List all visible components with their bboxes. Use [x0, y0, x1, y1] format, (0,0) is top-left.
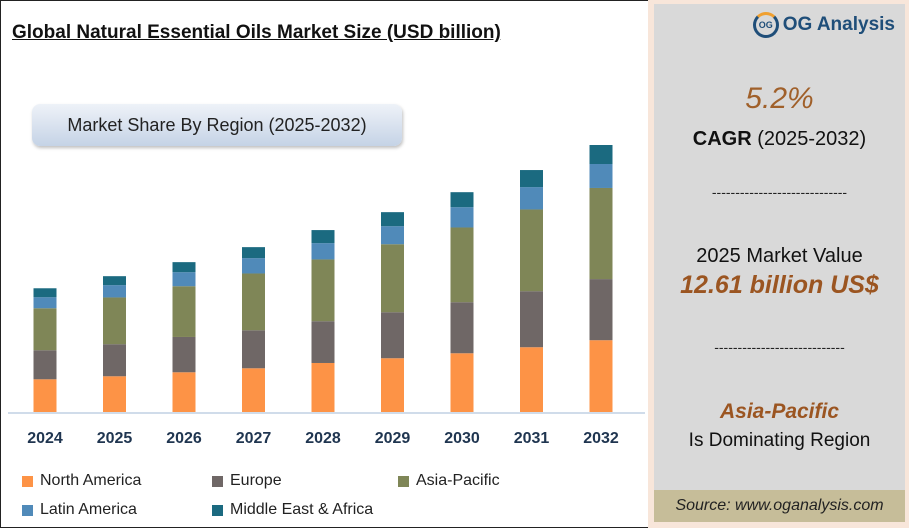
bar-asia-pacific-2029 [381, 244, 404, 313]
bar-north-america-2026 [172, 372, 196, 412]
stacked-bar-chart: 2024 2025 2026 2027 2028 2029 2030 2031 2032 [8, 145, 645, 447]
legend-swatch [212, 504, 223, 516]
bar-middle-east-africa-2031 [520, 170, 543, 188]
bar-asia-pacific-2028 [311, 259, 335, 322]
region-share-badge: Market Share By Region (2025-2032) [32, 104, 402, 146]
x-tick-label: 2032 [583, 430, 619, 447]
divider: ---------------------------- [714, 339, 845, 355]
bar-latin-america-2027 [242, 258, 265, 274]
x-tick-label: 2028 [305, 430, 341, 447]
legend-label: Latin America [40, 501, 137, 518]
bar-asia-pacific-2027 [242, 273, 265, 331]
bar-middle-east-africa-2027 [242, 247, 265, 259]
bar-latin-america-2026 [172, 272, 196, 287]
source-text: Source: www.oganalysis.com [654, 490, 905, 522]
x-tick-label: 2024 [27, 430, 63, 447]
x-tick-label: 2027 [236, 430, 272, 447]
bar-europe-2026 [172, 336, 196, 373]
bar-europe-2030 [450, 302, 474, 354]
bar-latin-america-2029 [381, 226, 404, 245]
bar-north-america-2031 [520, 347, 543, 412]
x-tick-label: 2029 [375, 430, 411, 447]
chart-title: Global Natural Essential Oils Market Siz… [12, 22, 501, 43]
bar-north-america-2028 [311, 362, 335, 412]
x-tick-label: 2026 [166, 430, 202, 447]
bar-asia-pacific-2030 [450, 227, 474, 303]
x-tick-label: 2030 [444, 430, 480, 447]
legend-item: Latin America [22, 501, 137, 519]
bar-middle-east-africa-2026 [172, 262, 196, 273]
bar-north-america-2025 [103, 376, 126, 412]
market-value: 12.61 billion US$ [680, 271, 879, 299]
dominating-region-label: Is Dominating Region [688, 430, 871, 451]
legend-item: Asia-Pacific [398, 472, 500, 490]
bar-asia-pacific-2024 [33, 308, 57, 351]
bar-europe-2032 [589, 279, 613, 341]
legend-item: Middle East & Africa [212, 501, 373, 519]
bar-asia-pacific-2032 [589, 187, 613, 280]
legend-swatch [22, 504, 33, 516]
bar-middle-east-africa-2029 [381, 212, 404, 227]
logo-text: OG Analysis [782, 14, 895, 35]
cagr-label-bold: CAGR [692, 128, 752, 150]
dominating-region: Asia-Pacific [719, 400, 840, 423]
bar-latin-america-2030 [450, 207, 474, 228]
logo-mark-icon: OG [752, 12, 779, 38]
bar-europe-2031 [520, 291, 543, 348]
divider: ----------------------------- [711, 184, 848, 200]
bar-middle-east-africa-2025 [103, 276, 126, 286]
bar-middle-east-africa-2024 [33, 288, 57, 298]
legend-label: North America [40, 472, 142, 489]
bar-europe-2029 [381, 312, 404, 359]
side-panel: OG OG Analysis 5.2% CAGR (2025-2032) ---… [654, 4, 905, 522]
legend-label: Europe [230, 472, 282, 489]
cagr-label: CAGR (2025-2032) [654, 128, 905, 151]
bar-europe-2025 [103, 344, 126, 377]
bar-north-america-2027 [242, 368, 265, 412]
legend-label: Middle East & Africa [230, 501, 374, 518]
bar-latin-america-2032 [589, 164, 613, 188]
bar-asia-pacific-2031 [520, 209, 543, 292]
bar-europe-2027 [242, 330, 265, 369]
og-analysis-logo: OG OG Analysis [752, 12, 895, 38]
bar-latin-america-2024 [33, 297, 57, 309]
bar-asia-pacific-2026 [172, 286, 196, 337]
bar-north-america-2032 [589, 340, 613, 412]
legend-swatch [398, 475, 409, 487]
bar-middle-east-africa-2028 [311, 230, 335, 244]
bar-middle-east-africa-2032 [589, 145, 613, 165]
bar-europe-2028 [311, 321, 335, 363]
cagr-period: (2025-2032) [757, 128, 867, 150]
bar-north-america-2024 [33, 379, 57, 412]
bar-europe-2024 [33, 350, 57, 380]
bar-middle-east-africa-2030 [450, 192, 474, 208]
cagr-value: 5.2% [745, 82, 814, 115]
bar-latin-america-2028 [311, 243, 335, 260]
bar-north-america-2029 [381, 358, 404, 412]
x-tick-label: 2031 [514, 430, 550, 447]
bar-latin-america-2031 [520, 187, 543, 210]
legend-item: Europe [212, 472, 282, 490]
bar-latin-america-2025 [103, 285, 126, 298]
bar-asia-pacific-2025 [103, 297, 126, 345]
x-tick-label: 2025 [97, 430, 133, 447]
legend-label: Asia-Pacific [416, 472, 500, 489]
legend-swatch [22, 475, 33, 487]
market-value-label: 2025 Market Value [696, 245, 863, 267]
legend-swatch [212, 475, 223, 487]
legend-item: North America [22, 472, 141, 490]
bar-north-america-2030 [450, 353, 474, 412]
